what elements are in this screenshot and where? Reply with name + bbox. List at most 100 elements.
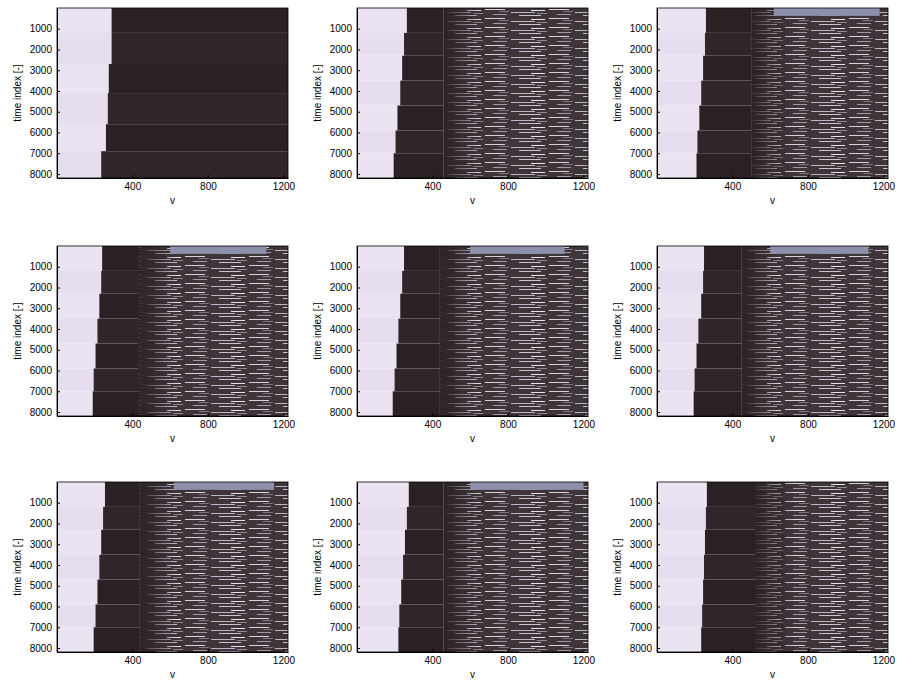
- y-tick: 8000: [330, 643, 360, 654]
- y-tick-mark: [57, 329, 60, 330]
- light-region: [57, 246, 102, 271]
- x-tick-label: 800: [800, 419, 817, 430]
- frame: [357, 246, 588, 416]
- y-tick-mark: [657, 586, 660, 587]
- y-tick-label: 3000: [30, 303, 53, 314]
- y-tick: 7000: [30, 148, 60, 159]
- dark-band: [101, 151, 288, 178]
- light-region: [57, 64, 109, 93]
- image-area: [57, 246, 288, 416]
- y-tick-mark: [57, 371, 60, 372]
- y-tick-mark: [357, 308, 360, 309]
- dark-band: [697, 130, 751, 153]
- light-region: [357, 33, 404, 56]
- y-axis-line: [57, 247, 58, 417]
- x-tick-mark: [283, 175, 284, 178]
- light-region: [57, 555, 99, 580]
- y-tick: 7000: [330, 622, 360, 633]
- dark-band: [404, 246, 440, 271]
- y-tick: 4000: [30, 324, 60, 335]
- y-axis-title: time index [-]: [12, 302, 23, 359]
- y-tick-mark: [57, 267, 60, 268]
- x-tick-mark: [808, 413, 809, 416]
- y-tick: 4000: [30, 86, 60, 97]
- y-tick-mark: [357, 391, 360, 392]
- y-tick-mark: [357, 350, 360, 351]
- y-tick: 8000: [30, 169, 60, 180]
- x-axis-line: [358, 416, 589, 417]
- x-tick: 1200: [573, 175, 596, 192]
- y-tick-mark: [357, 267, 360, 268]
- light-region: [657, 507, 706, 530]
- x-tick-mark: [732, 413, 733, 416]
- y-tick-mark: [657, 371, 660, 372]
- dark-band: [99, 555, 140, 580]
- y-tick-mark: [357, 29, 360, 30]
- dark-band: [93, 391, 138, 416]
- light-region: [57, 33, 112, 64]
- dark-band: [399, 604, 443, 627]
- y-tick-label: 3000: [330, 539, 353, 550]
- light-region: [57, 124, 106, 151]
- top-patch: [470, 246, 564, 254]
- dark-band: [112, 33, 288, 64]
- textured-region: [444, 482, 588, 652]
- x-tick-mark: [808, 649, 809, 652]
- y-tick-label: 7000: [330, 148, 353, 159]
- dark-band: [101, 271, 138, 294]
- y-tick-label: 2000: [330, 44, 353, 55]
- x-tick: 400: [425, 175, 442, 192]
- x-tick: 800: [800, 175, 817, 192]
- texture-fade: [140, 482, 180, 652]
- dark-band: [695, 368, 742, 391]
- frame: [657, 482, 888, 652]
- light-region: [57, 627, 94, 652]
- y-tick-label: 4000: [30, 324, 53, 335]
- y-tick: 2000: [630, 44, 660, 55]
- dark-band: [704, 555, 755, 580]
- dark-band: [400, 81, 443, 106]
- y-tick: 4000: [630, 86, 660, 97]
- y-tick-mark: [657, 627, 660, 628]
- x-tick: 800: [800, 413, 817, 430]
- dark-band: [407, 507, 444, 530]
- dark-band: [701, 627, 755, 652]
- y-tick-label: 3000: [630, 539, 653, 550]
- texture-fade: [742, 246, 782, 416]
- light-region: [57, 271, 101, 294]
- x-tick: 1200: [573, 413, 596, 430]
- y-tick-mark: [357, 91, 360, 92]
- y-tick-mark: [57, 565, 60, 566]
- y-tick-mark: [57, 70, 60, 71]
- y-tick-label: 8000: [330, 407, 353, 418]
- x-tick-mark: [208, 649, 209, 652]
- light-region: [57, 368, 94, 391]
- y-tick-mark: [57, 49, 60, 50]
- x-tick-label: 400: [125, 419, 142, 430]
- x-tick: 400: [725, 175, 742, 192]
- light-region: [57, 391, 93, 416]
- y-tick: 3000: [630, 303, 660, 314]
- frame: [357, 482, 588, 652]
- dark-band: [102, 246, 138, 271]
- x-axis: 4008001200: [358, 649, 596, 666]
- y-tick: 8000: [630, 643, 660, 654]
- dark-band: [112, 8, 288, 33]
- y-tick-label: 1000: [30, 497, 53, 508]
- y-tick-label: 8000: [630, 643, 653, 654]
- x-tick-label: 1200: [573, 181, 596, 192]
- y-tick-mark: [57, 153, 60, 154]
- y-tick-label: 4000: [630, 86, 653, 97]
- dark-band: [702, 604, 755, 627]
- light-region: [657, 246, 704, 271]
- x-tick-label: 1200: [573, 655, 596, 666]
- frame: [357, 8, 588, 178]
- x-tick: 800: [200, 175, 217, 192]
- y-tick: 8000: [330, 169, 360, 180]
- y-tick-mark: [357, 329, 360, 330]
- y-tick: 2000: [330, 518, 360, 529]
- y-tick: 8000: [330, 407, 360, 418]
- y-tick-label: 6000: [630, 127, 653, 138]
- y-tick-mark: [357, 70, 360, 71]
- dark-band: [400, 294, 440, 319]
